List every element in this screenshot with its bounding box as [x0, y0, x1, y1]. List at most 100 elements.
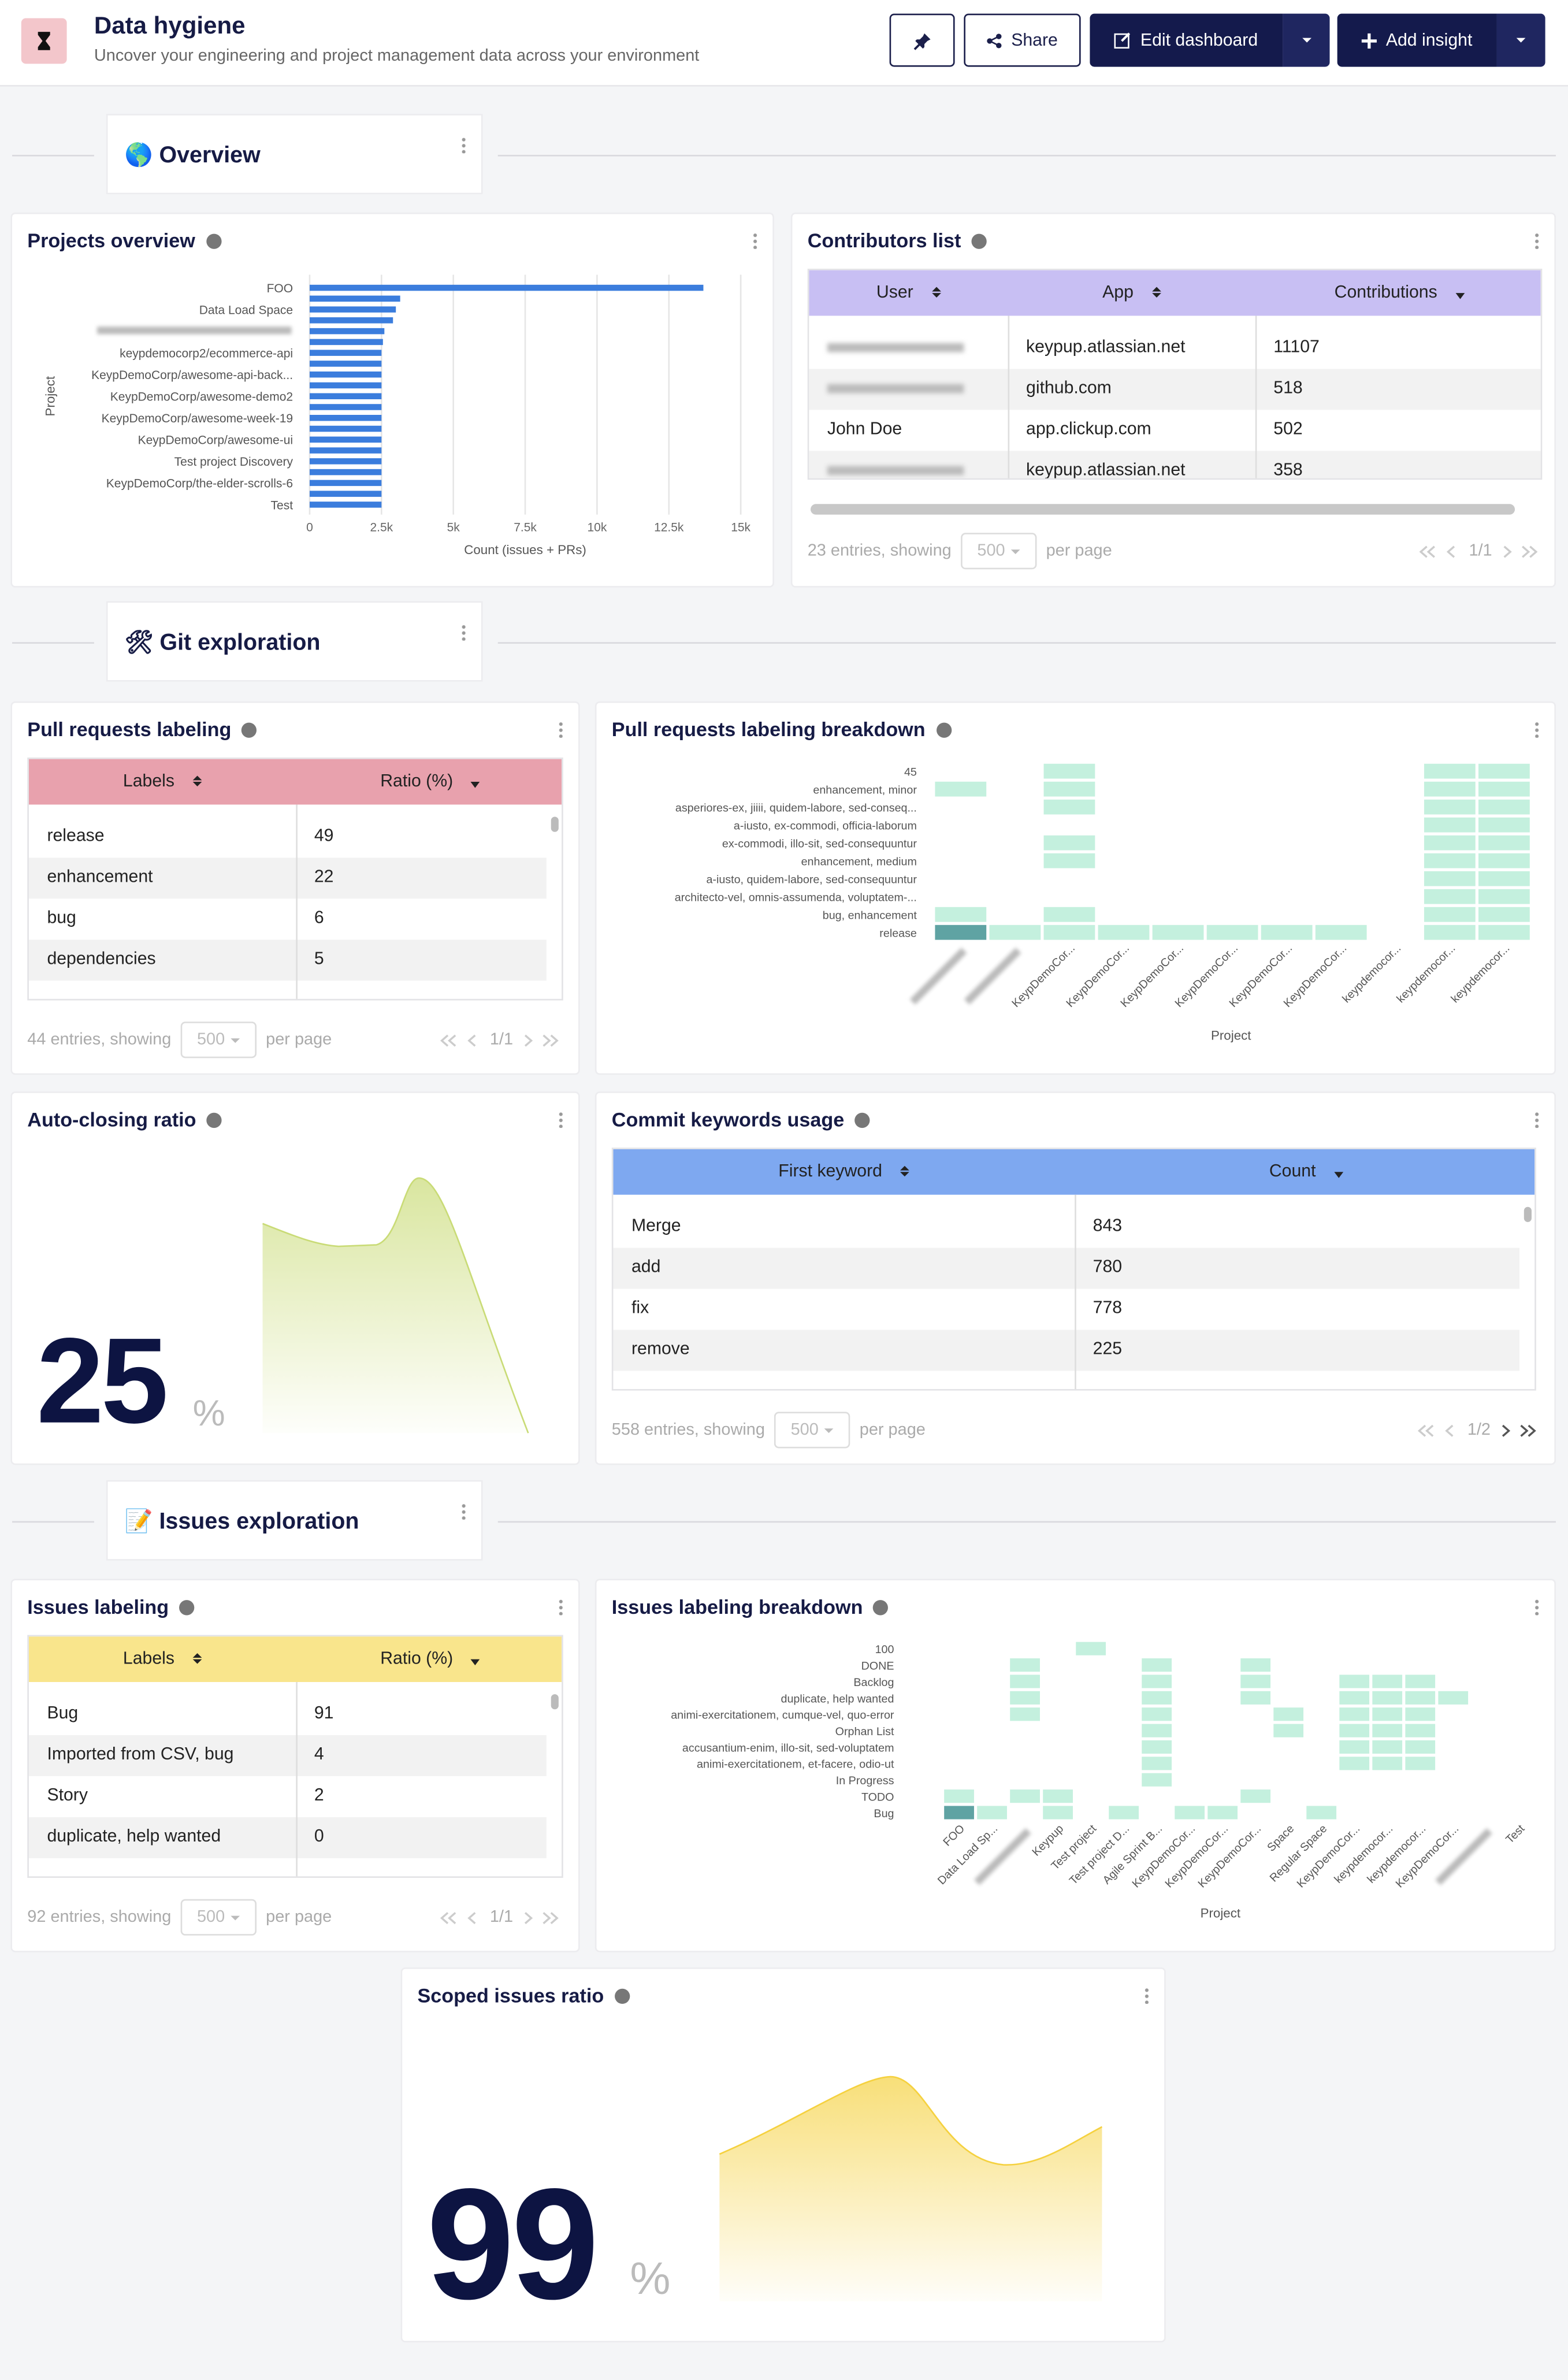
section-card: 🛠 Git exploration	[106, 601, 483, 682]
chevron	[524, 1034, 533, 1046]
table-cell: 11107	[1273, 338, 1320, 357]
column-header-label: Ratio (%)	[380, 1650, 454, 1669]
pager-arrow[interactable]	[523, 1033, 536, 1047]
pager-arrow[interactable]	[1503, 544, 1515, 558]
share-button[interactable]: Share	[964, 13, 1081, 67]
table-cell: Imported from CSV, bug	[47, 1746, 234, 1764]
widget-menu[interactable]	[1534, 721, 1540, 738]
heatmap-cell	[1372, 1724, 1403, 1737]
heatmap-cell	[1240, 1674, 1271, 1688]
heatmap-cell	[1043, 924, 1095, 940]
section-card: 📝 Issues exploration	[106, 1480, 483, 1561]
column-header[interactable]: App	[1008, 270, 1255, 316]
page-size-select[interactable]: 500	[774, 1412, 850, 1449]
edit-dropdown[interactable]	[1283, 13, 1330, 67]
per-page-label: per page	[1046, 541, 1112, 560]
edit-dashboard-button[interactable]: Edit dashboard	[1090, 13, 1283, 67]
pager-arrow[interactable]	[523, 1910, 536, 1924]
widget-menu[interactable]	[1534, 232, 1540, 249]
section-menu[interactable]	[461, 623, 466, 641]
column-header[interactable]: Labels	[29, 759, 296, 805]
column-header[interactable]: Ratio (%)	[296, 759, 562, 805]
column-header[interactable]: Ratio (%)	[296, 1636, 562, 1682]
widget-card: Commit keywords usage First keyword Count M…	[594, 1091, 1556, 1465]
pager-arrow[interactable]	[467, 1910, 479, 1924]
page-size-select[interactable]: 500	[960, 533, 1037, 570]
widget-title: Projects overview	[27, 229, 195, 253]
column-header-label: User	[876, 284, 913, 302]
chevron	[550, 1911, 559, 1924]
table-header: Labels Ratio (%)	[28, 759, 562, 805]
heatmap-cell	[1010, 1658, 1040, 1672]
pin-button[interactable]	[889, 13, 955, 67]
pager-arrow[interactable]	[440, 1033, 461, 1047]
bar	[309, 480, 382, 487]
pager-arrow[interactable]	[467, 1033, 479, 1047]
pager-arrow[interactable]	[1417, 1423, 1439, 1437]
pager: 1/2	[1417, 1412, 1541, 1448]
table-cell: add	[631, 1258, 661, 1277]
widget-menu[interactable]	[1534, 1598, 1540, 1616]
pager-arrow[interactable]	[1501, 1423, 1513, 1437]
heatmap-cell	[1478, 871, 1530, 886]
table-header: First keyword Count	[613, 1149, 1535, 1195]
table-cell: keypup.atlassian.net	[1026, 338, 1186, 357]
column-header[interactable]: First keyword	[613, 1149, 1075, 1195]
table-cell: 225	[1093, 1340, 1123, 1359]
widget-menu[interactable]	[558, 1111, 563, 1128]
blurred-label	[97, 326, 292, 335]
table-cell: 502	[1273, 420, 1303, 439]
heatmap-cell	[1372, 1740, 1403, 1754]
column-header[interactable]: Contributions	[1255, 270, 1541, 316]
widget-title-row: Issues labeling breakdown	[612, 1595, 889, 1618]
widget-menu[interactable]	[1144, 1987, 1149, 2004]
column-header[interactable]: Count	[1075, 1149, 1534, 1195]
column-header[interactable]: Labels	[29, 1636, 296, 1682]
chevron	[524, 1911, 533, 1924]
chevron	[467, 1034, 475, 1046]
pager-arrow[interactable]	[542, 1033, 563, 1047]
heatmap-cell	[1339, 1691, 1370, 1705]
widget-menu[interactable]	[558, 721, 563, 738]
logo-icon	[38, 32, 50, 50]
widget-menu[interactable]	[753, 232, 758, 249]
page-size-select[interactable]: 500	[180, 1022, 257, 1059]
pager-arrow[interactable]	[1446, 544, 1458, 558]
sort-icon	[192, 1652, 202, 1664]
pager-arrow[interactable]	[1521, 544, 1543, 558]
y-tick-label: animi-exercitationem, et-facere, odio-ut	[697, 1758, 894, 1771]
pager-arrow[interactable]	[440, 1910, 461, 1924]
sort-icon	[1333, 1172, 1343, 1178]
sparkline	[719, 2075, 1103, 2301]
page-size-select[interactable]: 500	[180, 1899, 257, 1936]
pager-arrow[interactable]	[1519, 1423, 1541, 1437]
heatmap-cell	[1206, 924, 1258, 940]
column-header[interactable]: User	[809, 270, 1008, 316]
y-tick-label: DONE	[861, 1660, 894, 1673]
heatmap-cell	[1424, 781, 1476, 797]
table-row: remove 225	[613, 1330, 1519, 1371]
chevron	[1520, 1424, 1529, 1436]
y-tick-label: KeypDemoCorp/awesome-ui	[138, 434, 293, 447]
table-header: Labels Ratio (%)	[28, 1636, 562, 1683]
section-menu[interactable]	[461, 136, 466, 154]
pager-arrow[interactable]	[1418, 544, 1440, 558]
section-menu[interactable]	[461, 1503, 466, 1520]
widget-menu[interactable]	[1534, 1111, 1540, 1128]
widget-card: Pull requests labeling breakdown 45 enhanc…	[594, 701, 1556, 1075]
heatmap-cell	[1152, 924, 1204, 940]
column-divider	[1008, 315, 1010, 478]
area	[719, 2077, 1102, 2301]
widget-title: Pull requests labeling	[27, 718, 232, 741]
bar	[309, 447, 382, 454]
widget-menu[interactable]	[558, 1598, 563, 1616]
add-insight-button[interactable]: Add insight	[1337, 13, 1497, 67]
y-tick-label: enhancement, medium	[801, 856, 917, 868]
heatmap-cell	[1240, 1789, 1271, 1803]
x-axis-title: Project	[1211, 1029, 1251, 1043]
heatmap-cell	[1142, 1658, 1172, 1672]
data-table: User App Contributions keypup.atlassian.net…	[807, 269, 1543, 480]
pager-arrow[interactable]	[542, 1910, 563, 1924]
pager-arrow[interactable]	[1444, 1423, 1456, 1437]
add-dropdown[interactable]	[1496, 13, 1545, 67]
